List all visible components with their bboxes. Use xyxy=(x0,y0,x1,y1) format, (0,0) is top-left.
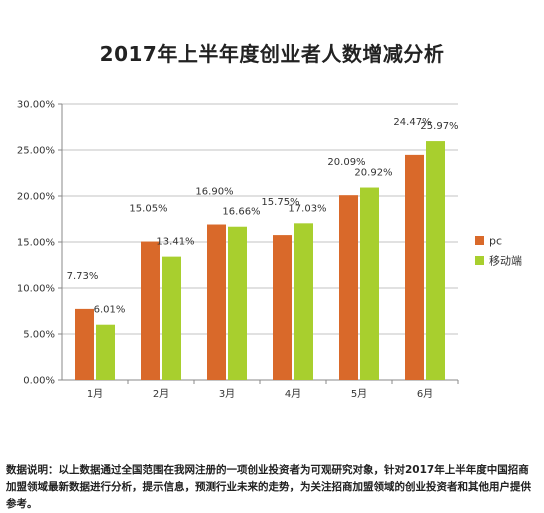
y-tick-label: 5.00% xyxy=(23,330,55,341)
bar-pc xyxy=(405,154,424,380)
data-label: 24.47% xyxy=(393,117,431,128)
y-tick-label: 25.00% xyxy=(17,146,55,157)
y-tick-label: 20.00% xyxy=(17,192,55,203)
bar-pc xyxy=(339,195,358,380)
legend-label: 移动端 xyxy=(489,255,522,268)
data-label: 7.73% xyxy=(67,271,99,282)
y-tick-label: 15.00% xyxy=(17,238,55,249)
data-label: 15.75% xyxy=(261,197,299,208)
x-tick-label: 3月 xyxy=(219,388,235,400)
data-label: 6.01% xyxy=(94,305,126,316)
legend-swatch-mobile xyxy=(475,256,484,265)
bar-pc xyxy=(75,308,94,380)
x-tick-label: 6月 xyxy=(417,388,433,400)
bar-pc xyxy=(273,235,292,380)
bar-pc xyxy=(141,241,160,380)
x-tick-label: 2月 xyxy=(153,388,169,400)
legend-swatch-pc xyxy=(475,236,484,245)
bar-mobile xyxy=(426,141,445,380)
data-label: 17.03% xyxy=(288,203,326,214)
bar-mobile xyxy=(360,187,379,380)
data-label: 20.09% xyxy=(327,157,365,168)
y-tick-label: 10.00% xyxy=(17,284,55,295)
bar-pc xyxy=(207,224,226,380)
data-label: 25.97% xyxy=(420,121,458,132)
x-tick-label: 1月 xyxy=(87,388,103,400)
data-label: 15.05% xyxy=(129,204,167,215)
y-tick-label: 30.00% xyxy=(17,100,55,111)
x-tick-label: 5月 xyxy=(351,388,367,400)
bar-mobile xyxy=(294,223,313,380)
data-label: 20.92% xyxy=(354,168,392,179)
chart-title: 2017年上半年度创业者人数增减分析 xyxy=(99,42,445,66)
bar-mobile xyxy=(96,324,115,380)
y-tick-label: 0.00% xyxy=(23,376,55,387)
data-label: 16.66% xyxy=(222,207,260,218)
legend-label: pc xyxy=(489,235,502,248)
bar-mobile xyxy=(228,226,247,380)
x-tick-label: 4月 xyxy=(285,388,301,400)
data-note: 数据说明：以上数据通过全国范围在我网注册的一项创业投资者为可观研究对象，针对20… xyxy=(6,464,531,510)
bar-mobile xyxy=(162,256,181,380)
data-label: 16.90% xyxy=(195,187,233,198)
data-label: 13.41% xyxy=(156,237,194,248)
